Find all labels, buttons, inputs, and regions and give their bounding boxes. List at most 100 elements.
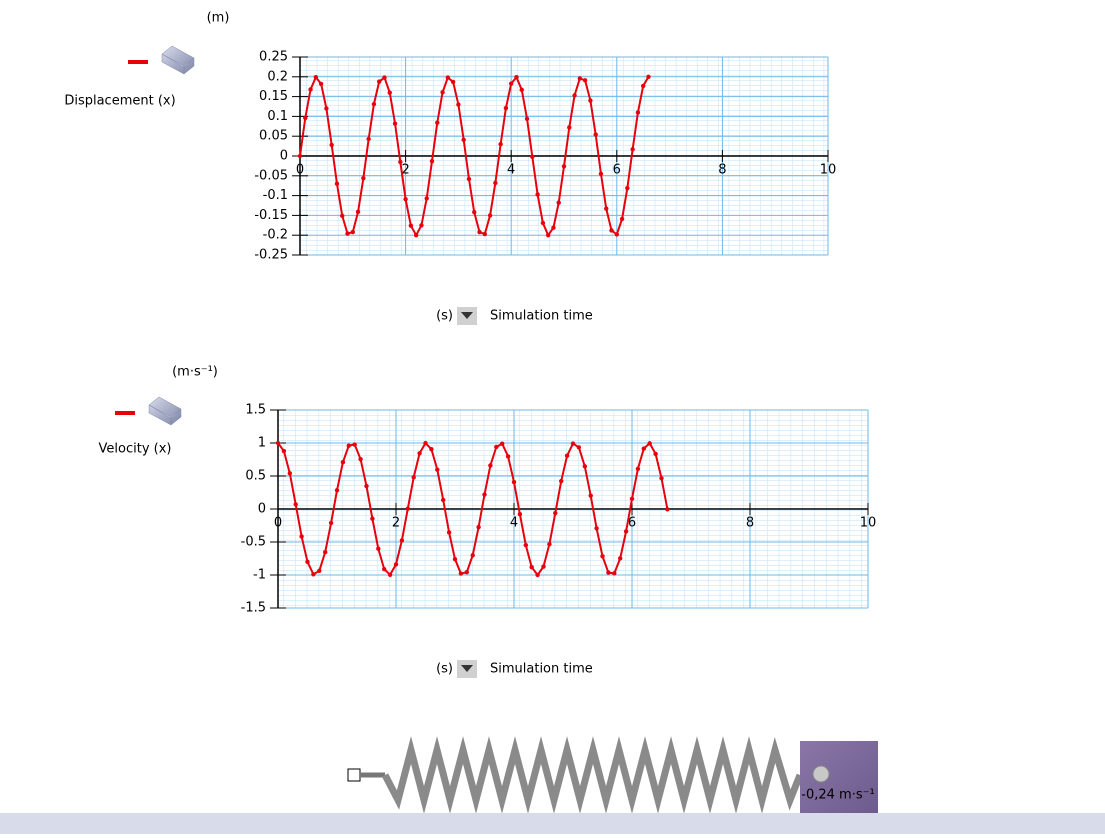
data-point	[553, 511, 557, 515]
y-tick-label: 0.15	[259, 89, 288, 104]
data-point	[620, 217, 624, 221]
data-point	[440, 90, 444, 94]
data-point	[577, 445, 581, 449]
data-point	[403, 197, 407, 201]
data-point	[630, 147, 634, 151]
data-point	[488, 463, 492, 467]
data-point	[423, 441, 427, 445]
data-point	[546, 233, 550, 237]
x-unit: (s)	[436, 662, 453, 677]
legend-icon[interactable]	[149, 397, 181, 425]
data-point	[419, 223, 423, 227]
data-point	[351, 230, 355, 234]
data-point	[514, 75, 518, 79]
data-point	[641, 84, 645, 88]
x-tick-label: 0	[274, 516, 282, 531]
data-point	[562, 164, 566, 168]
data-point	[356, 210, 360, 214]
velocity-handle[interactable]	[813, 766, 829, 782]
data-point	[329, 521, 333, 525]
data-point	[525, 117, 529, 121]
y-tick-label: 1.5	[245, 403, 266, 418]
y-unit: (m·s⁻¹)	[172, 365, 218, 380]
legend-icon[interactable]	[162, 46, 194, 74]
data-point	[425, 196, 429, 200]
data-point	[630, 497, 634, 501]
data-point	[276, 441, 280, 445]
x-label: Simulation time	[490, 662, 593, 677]
y-tick-label: -0.2	[263, 228, 288, 243]
data-point	[456, 102, 460, 106]
data-point	[615, 232, 619, 236]
data-point	[435, 121, 439, 125]
data-point	[412, 475, 416, 479]
data-point	[340, 214, 344, 218]
data-point	[441, 498, 445, 502]
y-unit: (m)	[207, 11, 230, 26]
data-point	[471, 553, 475, 557]
data-point	[314, 75, 318, 79]
data-point	[535, 573, 539, 577]
data-point	[388, 90, 392, 94]
data-point	[446, 75, 450, 79]
y-tick-label: -0.15	[254, 208, 288, 223]
data-point	[341, 460, 345, 464]
data-point	[465, 570, 469, 574]
data-point	[435, 467, 439, 471]
data-point	[476, 525, 480, 529]
data-point	[500, 442, 504, 446]
data-point	[541, 221, 545, 225]
data-point	[535, 192, 539, 196]
data-point	[329, 143, 333, 147]
data-point	[467, 177, 471, 181]
data-point	[345, 231, 349, 235]
data-point	[461, 138, 465, 142]
spring-simulation: -0,24 m·s⁻¹	[348, 741, 878, 813]
data-point	[429, 447, 433, 451]
data-point	[530, 565, 534, 569]
y-tick-label: 0.05	[259, 129, 288, 144]
x-tick-label: 10	[860, 516, 877, 531]
data-point	[377, 79, 381, 83]
data-point	[409, 223, 413, 227]
anchor	[348, 769, 360, 781]
y-tick-label: 0.2	[267, 69, 288, 84]
data-point	[417, 451, 421, 455]
data-point	[294, 502, 298, 506]
data-point	[494, 445, 498, 449]
data-point	[406, 507, 410, 511]
data-point	[547, 542, 551, 546]
data-point	[646, 75, 650, 79]
data-point	[370, 516, 374, 520]
x-tick-label: 6	[613, 163, 621, 178]
data-point	[512, 480, 516, 484]
data-point	[382, 567, 386, 571]
data-point	[604, 206, 608, 210]
data-point	[609, 228, 613, 232]
data-point	[565, 454, 569, 458]
spring	[385, 750, 800, 800]
data-point	[447, 530, 451, 534]
x-tick-label: 8	[746, 516, 754, 531]
data-point	[414, 233, 418, 237]
data-point	[459, 571, 463, 575]
y-tick-label: 0.25	[259, 50, 288, 65]
data-point	[400, 538, 404, 542]
data-point	[589, 493, 593, 497]
data-point	[625, 186, 629, 190]
data-point	[659, 476, 663, 480]
data-point	[347, 443, 351, 447]
data-point	[518, 512, 522, 516]
data-point	[506, 454, 510, 458]
data-point	[588, 98, 592, 102]
data-point	[451, 80, 455, 84]
x-tick-label: 4	[510, 516, 518, 531]
y-tick-label: -0.1	[263, 188, 288, 203]
data-point	[583, 464, 587, 468]
data-point	[299, 534, 303, 538]
data-point	[530, 155, 534, 159]
data-point	[636, 467, 640, 471]
data-point	[583, 78, 587, 82]
data-point	[483, 232, 487, 236]
